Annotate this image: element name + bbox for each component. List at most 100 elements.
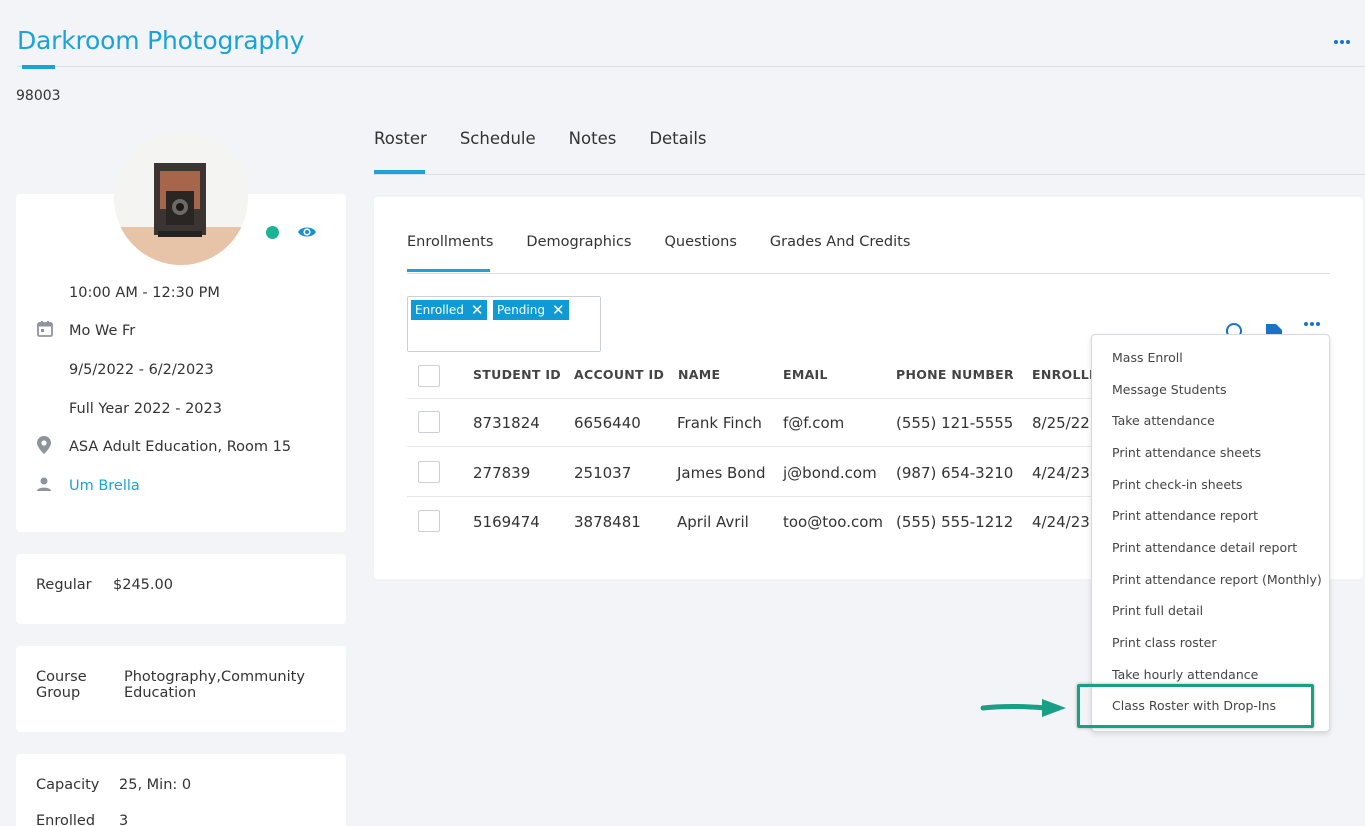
menu-item-print-attendance-report-monthly[interactable]: Print attendance report (Monthly)	[1112, 572, 1322, 587]
filter-chip-label: Enrolled	[415, 303, 464, 317]
course-group-value: Photography,Community Education	[124, 669, 305, 701]
email-cell: j@bond.com	[783, 464, 877, 482]
eye-icon[interactable]	[297, 224, 317, 244]
row-divider	[407, 496, 1125, 497]
phone-cell: (555) 121-5555	[896, 414, 1014, 432]
roster-actions-menu: Mass Enroll Message Students Take attend…	[1091, 334, 1330, 732]
phone-cell: (555) 555-1212	[896, 513, 1014, 531]
menu-item-print-class-roster[interactable]: Print class roster	[1112, 635, 1217, 650]
menu-item-class-roster-with-drop-ins[interactable]: Class Roster with Drop-Ins	[1112, 698, 1277, 713]
pointer-arrow-icon	[980, 696, 1070, 724]
enrollment-date-cell: 8/25/22	[1032, 414, 1090, 432]
page-more-icon[interactable]	[1333, 32, 1351, 44]
price-label: Regular	[36, 577, 92, 593]
menu-item-message-students[interactable]: Message Students	[1112, 382, 1227, 397]
zip-code: 98003	[16, 88, 61, 104]
tab-details[interactable]: Details	[649, 129, 707, 148]
menu-item-print-check-in-sheets[interactable]: Print check-in sheets	[1112, 477, 1243, 492]
filter-chip-pending[interactable]: Pending ✕	[493, 300, 569, 320]
menu-item-print-full-detail[interactable]: Print full detail	[1112, 603, 1204, 618]
email-cell: too@too.com	[783, 513, 884, 531]
sub-tabs-divider	[407, 273, 1330, 274]
column-header[interactable]: PHONE NUMBER	[896, 367, 1014, 382]
student-id-cell: 5169474	[473, 513, 540, 531]
more-icon[interactable]	[1303, 311, 1321, 330]
phone-cell: (987) 654-3210	[896, 464, 1014, 482]
menu-item-take-attendance[interactable]: Take attendance	[1112, 413, 1215, 428]
column-header[interactable]: EMAIL	[783, 367, 828, 382]
account-id-cell: 251037	[574, 464, 632, 482]
row-divider	[407, 398, 1125, 399]
capacity-label: Capacity	[36, 777, 100, 793]
page-title: Darkroom Photography	[17, 26, 305, 55]
class-image	[114, 131, 248, 265]
class-days: Mo We Fr	[69, 323, 136, 339]
price-value: $245.00	[113, 577, 173, 593]
account-id-cell: 3878481	[574, 513, 641, 531]
class-term: Full Year 2022 - 2023	[69, 401, 222, 417]
class-location: ASA Adult Education, Room 15	[69, 439, 292, 455]
menu-item-print-attendance-report[interactable]: Print attendance report	[1112, 508, 1259, 523]
name-cell[interactable]: Frank Finch	[677, 414, 762, 432]
row-divider	[407, 446, 1125, 447]
name-cell[interactable]: James Bond	[677, 464, 766, 482]
remove-filter-icon[interactable]: ✕	[551, 301, 565, 319]
account-id-cell: 6656440	[574, 414, 641, 432]
column-header[interactable]: STUDENT ID	[473, 367, 561, 382]
course-group-label-line1: Course	[36, 669, 87, 685]
export-icon[interactable]	[1264, 321, 1284, 340]
price-card	[16, 554, 346, 624]
tab-questions[interactable]: Questions	[664, 234, 737, 250]
course-group-value-line2: Education	[124, 685, 197, 701]
tab-enrollments[interactable]: Enrollments	[407, 234, 494, 250]
row-checkbox[interactable]	[418, 461, 440, 483]
highlight-box	[1077, 684, 1314, 728]
course-group-label-line2: Group	[36, 685, 81, 701]
course-group-card	[16, 646, 346, 732]
enrollment-date-cell: 4/24/23	[1032, 464, 1090, 482]
student-id-cell: 277839	[473, 464, 531, 482]
menu-item-print-attendance-detail-report[interactable]: Print attendance detail report	[1112, 540, 1298, 555]
tab-schedule[interactable]: Schedule	[459, 129, 536, 148]
tab-roster[interactable]: Roster	[374, 129, 427, 148]
tab-demographics[interactable]: Demographics	[526, 234, 632, 250]
remove-filter-icon[interactable]: ✕	[470, 301, 484, 319]
student-id-cell: 8731824	[473, 414, 540, 432]
class-time: 10:00 AM - 12:30 PM	[69, 285, 220, 301]
row-checkbox[interactable]	[418, 411, 440, 433]
filter-chip-enrolled[interactable]: Enrolled ✕	[411, 300, 488, 320]
select-all-checkbox[interactable]	[418, 365, 440, 387]
active-subtab-indicator	[407, 269, 490, 272]
title-divider	[17, 66, 1365, 67]
course-group-label: Course Group	[36, 669, 87, 701]
column-header[interactable]: NAME	[678, 367, 721, 382]
tab-grades-and-credits[interactable]: Grades And Credits	[769, 234, 911, 250]
filter-chip-label: Pending	[497, 303, 545, 317]
class-dates: 9/5/2022 - 6/2/2023	[69, 362, 214, 378]
capacity-value: 25, Min: 0	[119, 777, 192, 793]
enrolled-label: Enrolled	[36, 813, 96, 826]
tab-notes[interactable]: Notes	[568, 129, 617, 148]
capacity-card	[16, 754, 346, 826]
column-header[interactable]: ACCOUNT ID	[574, 367, 665, 382]
location-pin-icon	[36, 435, 52, 459]
main-tabs-divider	[374, 174, 1365, 175]
email-cell: f@f.com	[783, 414, 845, 432]
course-group-value-line1: Photography,Community	[124, 669, 305, 685]
menu-item-mass-enroll[interactable]: Mass Enroll	[1112, 350, 1183, 365]
menu-item-print-attendance-sheets[interactable]: Print attendance sheets	[1112, 445, 1262, 460]
active-status-dot	[266, 226, 279, 239]
active-tab-indicator	[374, 170, 425, 174]
enrolled-value: 3	[119, 813, 129, 826]
title-underline	[22, 65, 55, 69]
status-filter[interactable]: Enrolled ✕ Pending ✕	[407, 296, 601, 352]
sub-tabs: Enrollments Demographics Questions Grade…	[407, 234, 943, 250]
name-cell[interactable]: April Avril	[677, 513, 749, 531]
enrollment-date-cell: 4/24/23	[1032, 513, 1090, 531]
menu-item-take-hourly-attendance[interactable]: Take hourly attendance	[1112, 667, 1259, 682]
row-checkbox[interactable]	[418, 510, 440, 532]
main-tabs: Roster Schedule Notes Details	[374, 129, 740, 148]
instructor-link[interactable]: Um Brella	[69, 478, 140, 494]
person-icon	[36, 476, 52, 496]
column-header[interactable]: ENROLLM	[1032, 367, 1102, 382]
